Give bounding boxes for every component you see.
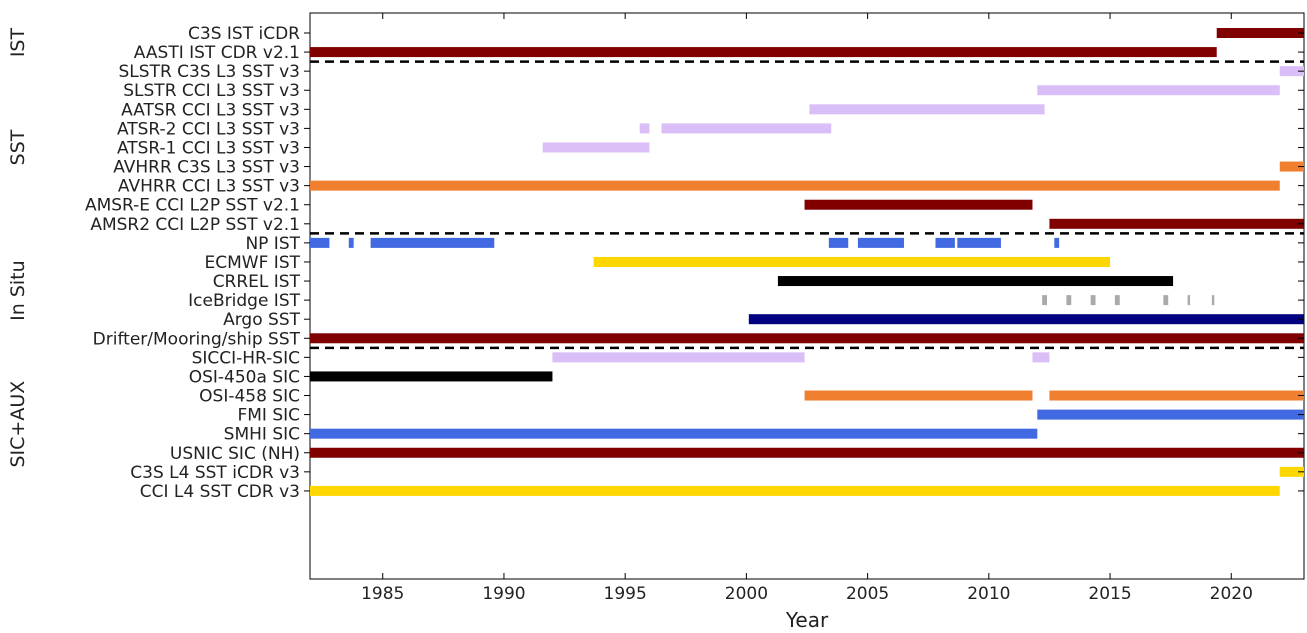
bar-ecmwf-ist-1 (593, 256, 1111, 267)
bar-aatsr-cci-l3-sst-v3-1 (809, 104, 1045, 115)
y-tick-label: AVHRR CCI L3 SST v3 (118, 177, 300, 197)
bar-slstr-c3s-l3-sst-v3-1 (1279, 66, 1304, 77)
y-tick-label: AMSR-E CCI L2P SST v2.1 (85, 196, 300, 216)
y-tick-label: AVHRR C3S L3 SST v3 (113, 158, 300, 178)
y-tick-label: IceBridge IST (188, 291, 300, 311)
bar-icebridge-ist-2 (1066, 295, 1072, 306)
y-tick-label: NP IST (245, 234, 300, 254)
bar-crrel-ist-1 (777, 276, 1174, 287)
y-tick-label: USNIC SIC (NH) (170, 444, 300, 464)
x-tick-label: 2005 (846, 584, 889, 604)
bar-c3s-l4-sst-icdr-v3-1 (1279, 466, 1304, 477)
timeline-bars (310, 28, 1304, 496)
x-axis: 1985 1990 1995 2000 2005 2010 2015 2020 (361, 13, 1253, 604)
bar-smhi-sic-1 (310, 428, 1038, 439)
y-tick-label: AMSR2 CCI L2P SST v2.1 (90, 215, 300, 235)
bar-sicci-hr-sic-2 (1032, 352, 1050, 363)
bar-sicci-hr-sic-1 (552, 352, 805, 363)
y-tick-label: SMHI SIC (224, 425, 300, 445)
y-tick-label: FMI SIC (237, 406, 300, 426)
bar-fmi-sic-1 (1037, 409, 1304, 420)
y-tick-label: SICCI-HR-SIC (192, 348, 300, 368)
bar-amsr-e-cci-l2p-sst-v2-1-1 (804, 199, 1033, 210)
bar-osi-458-sic-1 (804, 390, 1033, 401)
bar-osi-450a-sic-1 (310, 371, 553, 382)
x-tick-label: 2010 (967, 584, 1010, 604)
bar-usnic-sic-nh-1 (310, 447, 1304, 458)
group-separators (310, 60, 1304, 350)
bar-icebridge-ist-4 (1114, 295, 1120, 306)
y-tick-label: CCI L4 SST CDR v3 (140, 482, 300, 502)
bar-argo-sst-1 (748, 314, 1304, 325)
y-tick-label: ATSR-1 CCI L3 SST v3 (117, 138, 300, 158)
group-labels: IST SST In Situ SIC+AUX (7, 28, 29, 468)
bar-np-ist-6 (935, 237, 955, 248)
bar-np-ist-2 (348, 237, 354, 248)
y-tick-label: OSI-458 SIC (199, 387, 300, 407)
bar-aasti-ist-cdr-v2-1-1 (310, 47, 1217, 58)
x-tick-label: 2000 (725, 584, 768, 604)
bar-icebridge-ist-5 (1163, 295, 1169, 306)
bar-avhrr-cci-l3-sst-v3-1 (310, 180, 1280, 191)
y-tick-label: ATSR-2 CCI L3 SST v3 (117, 119, 300, 139)
x-axis-title: Year (785, 608, 829, 632)
bar-np-ist-8 (1054, 237, 1060, 248)
bar-np-ist-7 (957, 237, 1001, 248)
x-tick-label: 1990 (482, 584, 525, 604)
y-tick-label: C3S L4 SST iCDR v3 (130, 463, 300, 483)
group-label-in-situ: In Situ (7, 260, 29, 321)
group-label-sst: SST (7, 129, 29, 165)
bar-drifter-mooring-ship-sst-1 (310, 333, 1304, 344)
y-tick-label: C3S IST iCDR (188, 24, 300, 44)
bar-icebridge-ist-1 (1042, 295, 1048, 306)
bar-icebridge-ist-7 (1211, 295, 1215, 306)
bar-amsr2-cci-l2p-sst-v2-1-1 (1049, 218, 1304, 229)
x-tick-label: 2020 (1210, 584, 1253, 604)
bar-icebridge-ist-6 (1187, 295, 1191, 306)
bar-atsr-2-cci-l3-sst-v3-1 (639, 123, 650, 134)
y-tick-label: SLSTR C3S L3 SST v3 (119, 62, 300, 82)
bar-np-ist-3 (370, 237, 495, 248)
bar-atsr-1-cci-l3-sst-v3-1 (542, 142, 650, 153)
y-tick-label: OSI-450a SIC (189, 367, 300, 387)
bar-icebridge-ist-3 (1090, 295, 1096, 306)
y-tick-label: AASTI IST CDR v2.1 (134, 43, 300, 63)
bar-np-ist-1 (310, 237, 330, 248)
y-tick-label: ECMWF IST (205, 253, 301, 273)
bar-osi-458-sic-2 (1049, 390, 1304, 401)
y-tick-label: AATSR CCI L3 SST v3 (121, 100, 300, 120)
x-tick-label: 2015 (1088, 584, 1131, 604)
bar-cci-l4-sst-cdr-v3-1 (310, 485, 1280, 496)
group-label-ist: IST (7, 28, 29, 58)
group-label-sic-aux: SIC+AUX (7, 381, 29, 468)
y-tick-label: SLSTR CCI L3 SST v3 (123, 81, 300, 101)
bar-np-ist-5 (857, 237, 904, 248)
y-tick-label: Argo SST (223, 310, 300, 330)
plot-frame (309, 12, 1305, 580)
bar-np-ist-4 (828, 237, 849, 248)
bar-avhrr-c3s-l3-sst-v3-1 (1279, 161, 1304, 172)
bar-atsr-2-cci-l3-sst-v3-2 (661, 123, 832, 134)
x-tick-label: 1995 (604, 584, 647, 604)
y-tick-label: CRREL IST (213, 272, 301, 292)
x-tick-label: 1985 (361, 584, 404, 604)
bar-slstr-cci-l3-sst-v3-1 (1037, 85, 1280, 96)
bar-c3s-ist-icdr-1 (1216, 28, 1304, 38)
y-tick-label: Drifter/Mooring/ship SST (93, 329, 301, 349)
